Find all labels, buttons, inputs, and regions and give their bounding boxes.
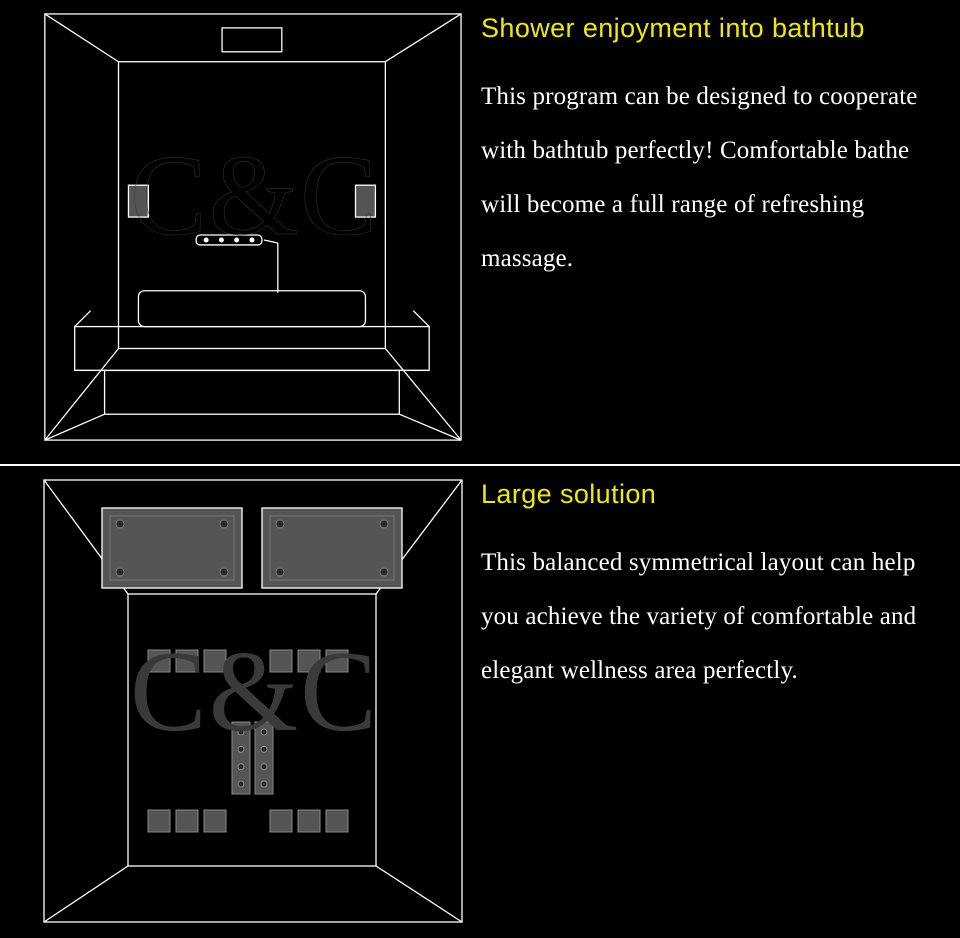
panel2-body: This balanced symmetrical layout can hel…: [481, 536, 950, 697]
diagram-bathtub-room: C&C: [0, 0, 475, 464]
bathtub-room-svg: [0, 0, 475, 464]
panel-large-solution: C&C Large solution This balanced symmetr…: [0, 466, 960, 936]
diagram-large-room: C&C: [0, 466, 475, 936]
panel1-text: Shower enjoyment into bathtub This progr…: [475, 0, 960, 285]
large-room-svg: [0, 466, 475, 936]
panel-bathtub: C&C Shower enjoyment into bathtub This p…: [0, 0, 960, 466]
panel1-title: Shower enjoyment into bathtub: [481, 14, 950, 42]
panel1-body: This program can be designed to cooperat…: [481, 70, 950, 285]
panel2-text: Large solution This balanced symmetrical…: [475, 466, 960, 698]
panel2-title: Large solution: [481, 480, 950, 508]
